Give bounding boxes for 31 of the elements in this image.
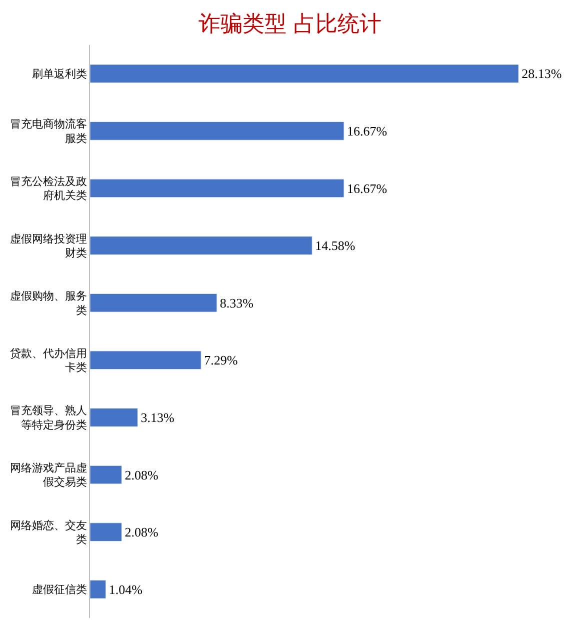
bar	[90, 465, 122, 484]
data-label: 7.29%	[204, 352, 238, 368]
y-tick-label: 贷款、代办信用卡类	[10, 346, 87, 374]
y-tick-label: 网络婚恋、交友类	[10, 518, 87, 546]
bar	[90, 64, 519, 84]
y-tick-label: 冒充公检法及政府机关类	[10, 174, 87, 202]
data-label: 28.13%	[522, 66, 562, 82]
bar	[90, 350, 202, 370]
y-tick-label: 网络游戏产品虚假交易类	[10, 461, 87, 489]
y-tick-label: 虚假征信类	[32, 583, 87, 596]
data-label: 3.13%	[140, 410, 174, 425]
data-label: 1.04%	[108, 582, 143, 597]
y-tick-label: 冒充电商物流客服类	[10, 118, 87, 145]
bar	[90, 522, 122, 542]
data-label: 16.67%	[346, 123, 388, 138]
data-label: 8.33%	[220, 295, 254, 310]
bar	[90, 580, 106, 599]
data-label: 2.08%	[124, 467, 158, 482]
data-label: 16.67%	[346, 180, 388, 196]
chart-title: 诈骗类型 占比统计	[198, 12, 382, 38]
bar	[90, 122, 344, 140]
bar	[90, 236, 312, 255]
y-tick-label: 虚假购物、服务类	[10, 290, 87, 317]
bar	[90, 178, 344, 198]
bar	[90, 293, 218, 312]
data-label: 14.58%	[315, 238, 356, 254]
data-label: 2.08%	[124, 524, 158, 540]
bar	[90, 408, 138, 427]
y-tick-label: 冒充领导、熟人等特定身份类	[10, 404, 87, 432]
y-tick-label: 刷单返利类	[32, 68, 87, 80]
y-tick-label: 虚假网络投资理财类	[10, 232, 87, 260]
